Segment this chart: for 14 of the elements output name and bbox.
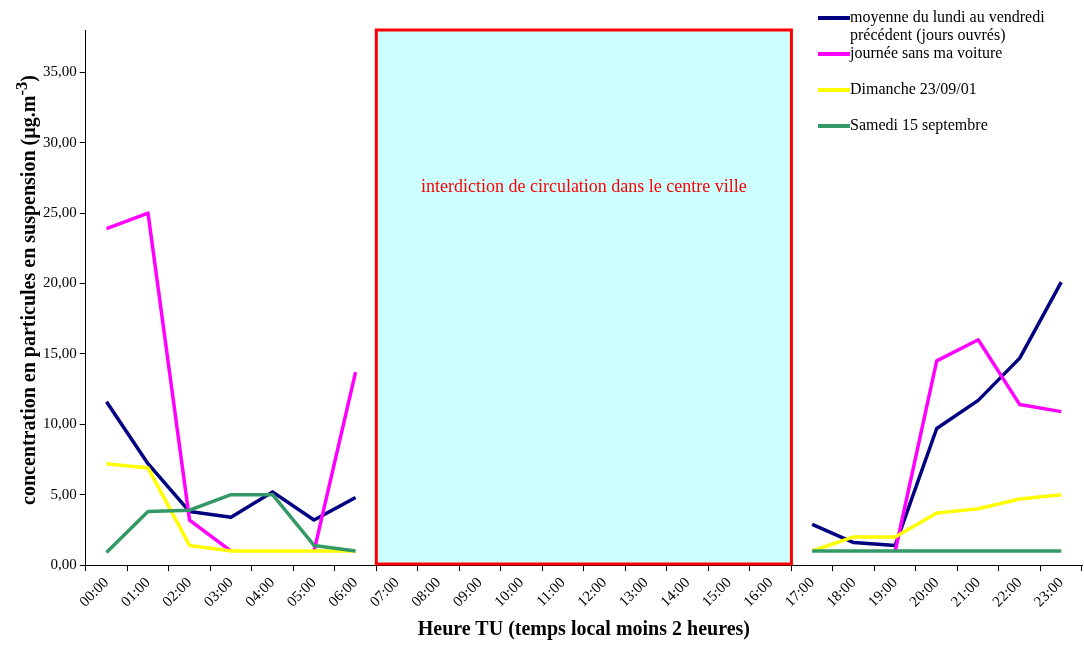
y-tick-label: 25,00 bbox=[43, 204, 77, 220]
y-tick-label: 35,00 bbox=[43, 63, 77, 80]
band-label: interdiction de circulation dans le centre ville bbox=[420, 175, 747, 196]
legend-label: Samedi 15 septembre bbox=[850, 116, 988, 134]
legend-label: Dimanche 23/09/01 bbox=[850, 80, 977, 98]
y-tick-label: 5,00 bbox=[50, 485, 77, 502]
y-tick-label: 30,00 bbox=[43, 133, 77, 150]
y-tick-label: 20,00 bbox=[43, 274, 77, 291]
legend-label: journée sans ma voiture bbox=[850, 44, 1003, 62]
y-tick-label: 0,00 bbox=[50, 556, 77, 573]
x-axis-title: Heure TU (temps local moins 2 heures) bbox=[417, 617, 750, 641]
legend-label: moyenne du lundi au vendredi précédent (jours ouvrés) bbox=[850, 8, 1046, 44]
y-tick-label: 10,00 bbox=[43, 415, 77, 432]
y-tick-label: 15,00 bbox=[43, 344, 77, 361]
